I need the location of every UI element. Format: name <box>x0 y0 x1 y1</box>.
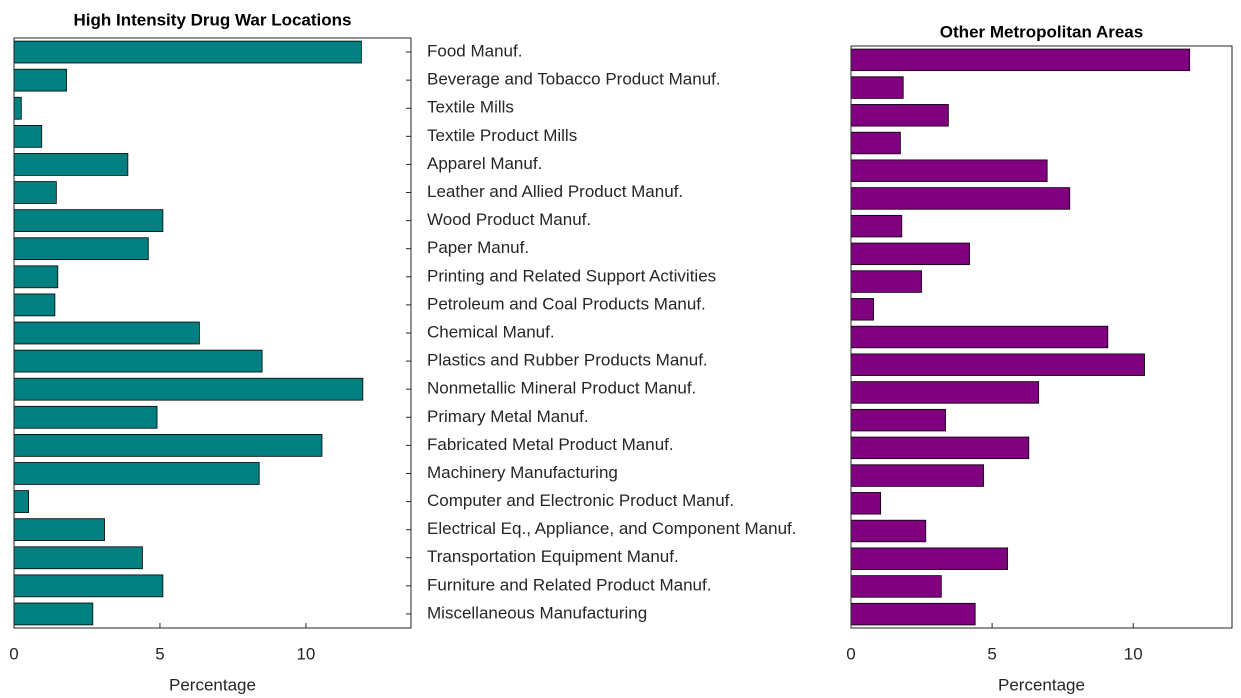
bar <box>13 209 164 232</box>
chart-title: High Intensity Drug War Locations <box>74 10 352 29</box>
x-tick-label: 10 <box>1124 644 1143 663</box>
y-tick-label: Machinery Manufacturing <box>427 463 618 482</box>
x-tick-label: 5 <box>155 644 164 663</box>
y-tick-label: Furniture and Related Product Manuf. <box>427 575 711 594</box>
bar <box>850 602 976 626</box>
bar <box>13 602 94 626</box>
bar <box>13 518 105 542</box>
y-tick-label: Miscellaneous Manufacturing <box>427 603 647 622</box>
axes-box <box>13 37 412 629</box>
bar <box>13 434 323 457</box>
y-tick-label: Transportation Equipment Manuf. <box>427 547 679 566</box>
bar <box>13 349 263 373</box>
bar <box>850 104 949 127</box>
bar <box>13 68 67 92</box>
y-tick-label: Beverage and Tobacco Product Manuf. <box>427 70 721 89</box>
axes-box <box>850 45 1233 629</box>
bar <box>13 321 200 345</box>
bar <box>850 408 946 432</box>
bar <box>13 181 57 204</box>
bar <box>850 242 970 266</box>
y-tick-label: Petroleum and Coal Products Manuf. <box>427 294 706 313</box>
y-tick-label: Nonmetallic Mineral Product Manuf. <box>427 379 696 398</box>
x-tick-label: 0 <box>9 644 18 663</box>
y-tick-label: Primary Metal Manuf. <box>427 407 589 426</box>
x-tick-label: 10 <box>296 644 315 663</box>
bar <box>13 153 129 176</box>
x-tick-label: 0 <box>846 644 855 663</box>
bar <box>13 124 43 148</box>
bar <box>850 298 874 321</box>
x-axis-label: Percentage <box>169 675 256 694</box>
y-tick-label: Apparel Manuf. <box>427 154 542 173</box>
x-tick-label: 5 <box>987 644 996 663</box>
bar <box>13 377 364 401</box>
y-tick-label: Textile Mills <box>427 98 514 117</box>
y-tick-label: Computer and Electronic Product Manuf. <box>427 491 734 510</box>
bar <box>13 405 158 429</box>
bar <box>850 325 1109 349</box>
bar <box>850 464 985 487</box>
chart-title: Other Metropolitan Areas <box>940 22 1143 41</box>
bar <box>850 519 927 543</box>
y-tick-label: Paper Manuf. <box>427 238 529 257</box>
y-tick-label: Textile Product Mills <box>427 126 577 145</box>
bar <box>13 490 29 513</box>
x-axis-label: Percentage <box>998 675 1085 694</box>
bar <box>850 575 942 598</box>
bar <box>850 76 904 99</box>
bar <box>850 492 882 515</box>
bar <box>13 265 59 289</box>
bar <box>850 547 1009 570</box>
bar <box>850 48 1191 72</box>
bar <box>850 187 1071 210</box>
bar <box>13 462 260 485</box>
y-tick-label: Electrical Eq., Appliance, and Component… <box>427 519 797 538</box>
y-tick-label: Leather and Allied Product Manuf. <box>427 182 683 201</box>
bar <box>850 381 1040 404</box>
y-tick-label: Food Manuf. <box>427 42 522 61</box>
bar <box>850 270 922 293</box>
y-tick-label: Fabricated Metal Product Manuf. <box>427 435 674 454</box>
bar <box>13 574 164 598</box>
y-tick-label: Printing and Related Support Activities <box>427 266 716 285</box>
bar <box>13 96 22 120</box>
bar <box>13 293 56 317</box>
bar <box>13 237 149 261</box>
y-tick-label: Wood Product Manuf. <box>427 210 591 229</box>
bar <box>850 159 1048 182</box>
y-tick-label: Plastics and Rubber Products Manuf. <box>427 351 708 370</box>
bar <box>850 131 901 155</box>
bar <box>850 214 903 238</box>
bar <box>13 546 143 570</box>
y-tick-label: Chemical Manuf. <box>427 322 555 341</box>
bar <box>850 353 1145 376</box>
bar <box>13 40 362 64</box>
bar <box>850 436 1030 460</box>
